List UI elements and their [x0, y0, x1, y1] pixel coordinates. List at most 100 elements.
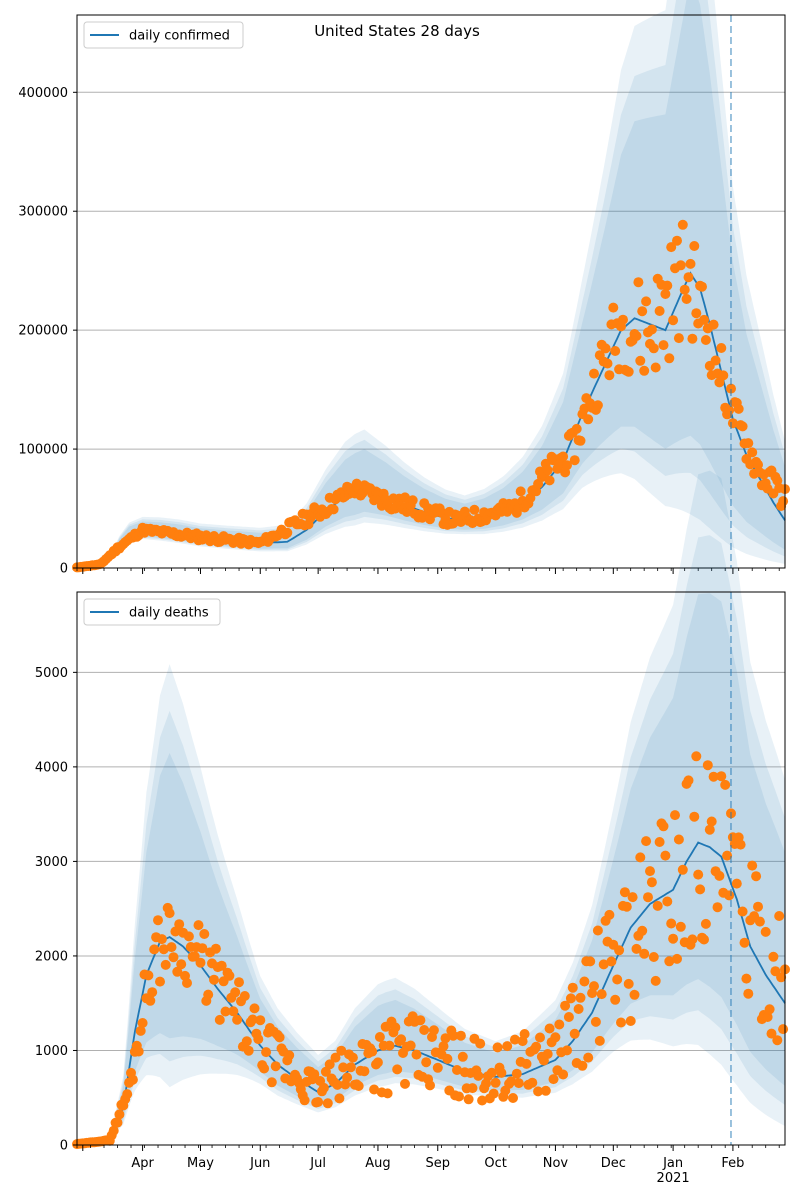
observed-dot-d	[760, 926, 771, 937]
observed-dot-d	[220, 1006, 231, 1017]
observed-dot-d	[168, 952, 179, 963]
observed-dot-d	[706, 816, 717, 827]
observed-dot-c	[753, 459, 763, 470]
observed-dot-d	[716, 771, 727, 782]
observed-dot-d	[369, 1084, 380, 1095]
observed-dot-d	[631, 943, 642, 954]
observed-dot-d	[648, 952, 659, 962]
observed-dot-c	[469, 504, 480, 515]
observed-dot-c	[708, 319, 719, 330]
observed-dot-d	[604, 909, 615, 920]
observed-dot-d	[577, 1060, 588, 1071]
observed-dot-d	[270, 1061, 281, 1072]
observed-dot-d	[542, 1049, 553, 1059]
observed-dot-d	[156, 934, 167, 945]
observed-dot-d	[249, 1003, 260, 1014]
xtick-label-0: Apr	[131, 1156, 154, 1171]
observed-dot-c	[562, 460, 572, 471]
observed-dot-d	[488, 1088, 499, 1099]
observed-dot-c	[733, 403, 744, 414]
observed-dot-c	[672, 235, 682, 246]
observed-dot-d	[735, 839, 746, 850]
observed-dot-d	[646, 877, 657, 888]
observed-dot-c	[673, 333, 684, 344]
observed-dot-d	[700, 918, 711, 929]
observed-dot-d	[606, 956, 617, 967]
observed-dot-d	[330, 1052, 341, 1063]
observed-dot-d	[274, 1032, 285, 1043]
observed-dot-d	[637, 925, 648, 936]
observed-dot-d	[683, 775, 694, 786]
observed-dot-d	[766, 1028, 777, 1039]
observed-dot-d	[320, 1066, 331, 1077]
ytick-label-c-4: 400000	[18, 86, 68, 101]
legend-d: daily deaths	[83, 598, 221, 626]
legend-box-c	[83, 21, 244, 49]
observed-dot-d	[400, 1078, 410, 1089]
observed-dot-d	[612, 974, 623, 985]
observed-dot-d	[390, 1022, 401, 1033]
xtick-label-10: Feb	[721, 1156, 744, 1171]
observed-dot-d	[299, 1095, 310, 1106]
observed-dot-c	[592, 400, 603, 411]
observed-dot-d	[722, 850, 733, 861]
observed-dot-d	[772, 1035, 783, 1046]
observed-dot-d	[367, 1046, 378, 1057]
observed-dot-d	[639, 948, 650, 959]
observed-dot-d	[137, 1018, 148, 1028]
xtick-label-3: Jul	[309, 1156, 326, 1171]
observed-dot-d	[438, 1041, 449, 1052]
observed-dot-d	[616, 1017, 626, 1028]
observed-dot-d	[396, 1034, 407, 1045]
observed-dot-d	[560, 1000, 571, 1011]
observed-dot-d	[554, 1019, 565, 1030]
observed-dot-d	[309, 1069, 320, 1080]
observed-dot-c	[525, 493, 536, 503]
observed-dot-d	[324, 1059, 335, 1070]
observed-dot-d	[419, 1025, 430, 1035]
ytick-label-d-3: 3000	[35, 855, 68, 870]
uncertainty-band-c-2	[77, 0, 785, 568]
observed-dot-c	[637, 306, 648, 317]
uncertainty-band-c-1	[77, 0, 785, 568]
observed-dot-d	[342, 1072, 353, 1083]
observed-dot-d	[589, 981, 599, 992]
observed-dot-d	[243, 1045, 254, 1056]
observed-dot-c	[681, 294, 692, 304]
observed-dot-d	[652, 900, 663, 911]
observed-dot-c	[448, 518, 459, 529]
observed-dot-d	[702, 760, 713, 771]
observed-dot-c	[662, 280, 673, 291]
observed-dot-d	[421, 1057, 432, 1068]
observed-dot-d	[627, 892, 638, 903]
observed-dot-d	[492, 1042, 503, 1053]
observed-dot-d	[313, 1097, 324, 1107]
observed-dot-d	[411, 1049, 422, 1060]
observed-dot-d	[774, 911, 785, 921]
observed-dot-d	[596, 989, 607, 1000]
observed-dot-d	[691, 751, 702, 762]
observed-dot-d	[210, 943, 221, 954]
observed-dot-d	[147, 987, 158, 998]
observed-dot-d	[415, 1015, 426, 1026]
observed-dot-c	[710, 355, 721, 366]
observed-dot-d	[724, 890, 735, 901]
observed-dot-d	[490, 1077, 501, 1088]
observed-dot-d	[675, 921, 686, 932]
observed-dot-d	[670, 810, 680, 821]
observed-dot-c	[650, 362, 661, 373]
observed-dot-d	[454, 1091, 464, 1102]
observed-dot-d	[635, 852, 646, 863]
axes-frame-c	[76, 14, 786, 569]
observed-dot-d	[442, 1053, 453, 1064]
observed-dot-d	[535, 1032, 545, 1043]
observed-dot-c	[646, 324, 657, 335]
observed-dot-d	[776, 972, 787, 983]
observed-dot-d	[737, 906, 748, 917]
observed-dot-c	[724, 405, 735, 416]
observed-dot-c	[544, 475, 555, 486]
observed-dot-d	[747, 860, 758, 871]
observed-dot-d	[583, 1052, 594, 1063]
observed-dot-d	[569, 1028, 580, 1039]
observed-dot-c	[675, 260, 686, 271]
